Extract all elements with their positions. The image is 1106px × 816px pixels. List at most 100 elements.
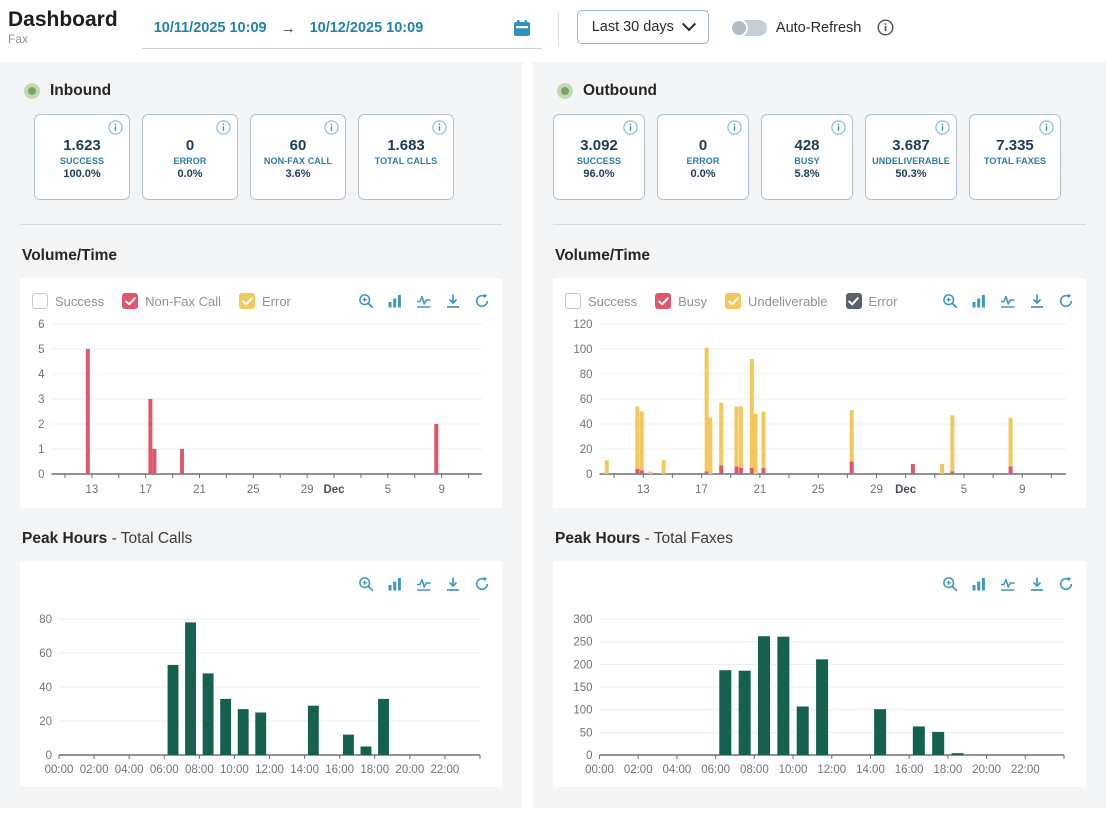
svg-text:04:00: 04:00 bbox=[115, 764, 144, 776]
svg-text:12:00: 12:00 bbox=[817, 764, 846, 776]
refresh-icon[interactable] bbox=[1058, 576, 1074, 592]
bar-chart-icon[interactable] bbox=[387, 576, 403, 592]
zoom-in-icon[interactable] bbox=[358, 293, 374, 309]
auto-refresh-toggle[interactable] bbox=[729, 19, 767, 37]
legend-label: Undeliverable bbox=[748, 293, 828, 309]
legend-item: Success bbox=[32, 293, 104, 309]
legend-checkbox-undeliverable[interactable] bbox=[725, 293, 742, 309]
svg-text:06:00: 06:00 bbox=[701, 764, 730, 776]
stat-percent: 0.0% bbox=[177, 168, 203, 180]
stat-value: 0 bbox=[698, 137, 708, 154]
date-from-input[interactable]: 10/11/2025 10:09 bbox=[153, 20, 267, 36]
legend-item: Error bbox=[845, 293, 897, 309]
legend-checkbox-success[interactable] bbox=[565, 293, 581, 309]
inbound-divider bbox=[20, 224, 502, 225]
stat-value: 428 bbox=[794, 137, 820, 154]
refresh-icon[interactable] bbox=[1058, 293, 1074, 309]
date-to-input[interactable]: 10/12/2025 10:09 bbox=[309, 20, 424, 36]
inbound-section-title: Inbound bbox=[50, 82, 112, 99]
stat-value: 7.335 bbox=[996, 137, 1034, 154]
svg-text:300: 300 bbox=[573, 614, 592, 626]
outbound-peak-chart: 0 50 100 150 200 250 300 00:00 02:00 04:00 06:00 08… bbox=[573, 614, 1065, 776]
inbound-peak-chart: 0 20 40 60 80 00:00 02:00 04:00 06:00 08:00 10:00 1… bbox=[39, 614, 481, 776]
legend-checkbox-success[interactable] bbox=[32, 293, 48, 309]
svg-text:17: 17 bbox=[695, 484, 708, 496]
info-icon[interactable] bbox=[432, 120, 447, 140]
zoom-in-icon[interactable] bbox=[942, 576, 958, 592]
legend-checkbox-busy[interactable] bbox=[655, 293, 672, 309]
svg-text:10:00: 10:00 bbox=[779, 764, 808, 776]
legend-item: Busy bbox=[655, 293, 707, 309]
top-bar: Dashboard Fax 10/11/2025 10:09 → 10/12/2… bbox=[0, 0, 1106, 62]
title-block: Dashboard Fax bbox=[8, 8, 118, 46]
legend-label: Success bbox=[55, 293, 105, 309]
svg-text:60: 60 bbox=[580, 394, 593, 406]
svg-text:20:00: 20:00 bbox=[972, 764, 1001, 776]
legend-checkbox-error[interactable] bbox=[239, 293, 255, 309]
inbound-volume-legend: Success Non-Fax Call Error bbox=[32, 293, 291, 309]
page-subtitle: Fax bbox=[8, 32, 29, 47]
inbound-status-dot bbox=[24, 83, 40, 99]
bar-chart-icon[interactable] bbox=[387, 293, 403, 309]
svg-text:80: 80 bbox=[39, 614, 52, 626]
info-icon[interactable] bbox=[623, 120, 638, 140]
calendar-icon[interactable] bbox=[512, 18, 532, 38]
svg-text:9: 9 bbox=[1019, 484, 1025, 496]
bar-chart-icon[interactable] bbox=[971, 293, 987, 309]
line-chart-icon[interactable] bbox=[416, 293, 432, 309]
svg-text:0: 0 bbox=[38, 469, 44, 481]
info-icon[interactable] bbox=[1039, 120, 1054, 140]
download-icon[interactable] bbox=[445, 576, 461, 592]
stat-percent: 100.0% bbox=[63, 168, 101, 180]
outbound-peak-toolbar bbox=[942, 576, 1074, 592]
download-icon[interactable] bbox=[445, 293, 461, 309]
line-chart-icon[interactable] bbox=[1000, 293, 1016, 309]
legend-checkbox-error[interactable] bbox=[845, 293, 862, 309]
legend-label: Non-Fax Call bbox=[145, 293, 221, 309]
download-icon[interactable] bbox=[1029, 293, 1045, 309]
download-icon[interactable] bbox=[1029, 576, 1045, 592]
refresh-icon[interactable] bbox=[474, 293, 490, 309]
legend-item: Error bbox=[239, 293, 291, 309]
svg-text:100: 100 bbox=[573, 344, 592, 356]
svg-text:200: 200 bbox=[573, 659, 592, 671]
info-icon[interactable] bbox=[108, 120, 123, 140]
line-chart-icon[interactable] bbox=[1000, 576, 1016, 592]
info-icon[interactable] bbox=[935, 120, 950, 140]
range-select-button[interactable]: Last 30 days bbox=[576, 10, 709, 44]
outbound-volume-toolbar bbox=[942, 293, 1074, 309]
outbound-volume-heading: Volume/Time bbox=[555, 247, 1086, 265]
auto-refresh-info-icon[interactable] bbox=[877, 19, 894, 41]
info-icon[interactable] bbox=[727, 120, 742, 140]
info-icon[interactable] bbox=[216, 120, 231, 140]
stat-percent: 96.0% bbox=[583, 168, 615, 180]
stat-card: 3.687 UNDELIVERABLE 50.3% bbox=[865, 114, 957, 200]
toggle-knob bbox=[729, 19, 748, 37]
stat-label: UNDELIVERABLE bbox=[872, 156, 950, 166]
svg-text:80: 80 bbox=[580, 369, 593, 381]
zoom-in-icon[interactable] bbox=[942, 293, 958, 309]
line-chart-icon[interactable] bbox=[416, 576, 432, 592]
svg-text:16:00: 16:00 bbox=[325, 764, 354, 776]
chevron-down-icon bbox=[681, 17, 696, 32]
svg-text:40: 40 bbox=[39, 682, 52, 694]
svg-text:16:00: 16:00 bbox=[895, 764, 924, 776]
svg-text:22:00: 22:00 bbox=[431, 764, 460, 776]
header-divider bbox=[557, 12, 559, 46]
date-range-picker[interactable]: 10/11/2025 10:09 → 10/12/2025 10:09 bbox=[141, 10, 542, 49]
legend-checkbox-non-fax-call[interactable] bbox=[122, 293, 139, 309]
svg-text:1: 1 bbox=[38, 444, 44, 456]
svg-text:120: 120 bbox=[573, 319, 592, 331]
date-range-arrow-icon: → bbox=[280, 19, 296, 37]
page-title: Dashboard bbox=[8, 8, 118, 31]
volume-time-title: Volume/Time bbox=[555, 247, 651, 264]
stat-card: 3.092 SUCCESS 96.0% bbox=[553, 114, 645, 200]
zoom-in-icon[interactable] bbox=[358, 576, 374, 592]
svg-text:10:00: 10:00 bbox=[220, 764, 249, 776]
bar-chart-icon[interactable] bbox=[971, 576, 987, 592]
info-icon[interactable] bbox=[831, 120, 846, 140]
refresh-icon[interactable] bbox=[474, 576, 490, 592]
stat-value: 3.092 bbox=[580, 137, 618, 154]
info-icon[interactable] bbox=[324, 120, 339, 140]
svg-text:100: 100 bbox=[573, 705, 592, 717]
